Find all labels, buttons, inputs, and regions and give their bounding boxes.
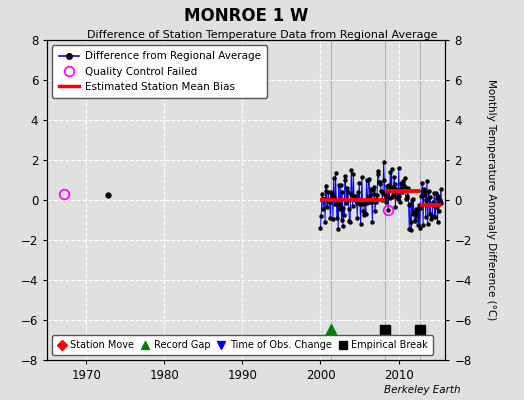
Text: Berkeley Earth: Berkeley Earth (385, 385, 461, 395)
Y-axis label: Monthly Temperature Anomaly Difference (°C): Monthly Temperature Anomaly Difference (… (486, 79, 496, 321)
Title: MONROE 1 W: MONROE 1 W (184, 6, 309, 24)
Legend: Station Move, Record Gap, Time of Obs. Change, Empirical Break: Station Move, Record Gap, Time of Obs. C… (52, 336, 433, 355)
Text: Difference of Station Temperature Data from Regional Average: Difference of Station Temperature Data f… (87, 30, 437, 40)
